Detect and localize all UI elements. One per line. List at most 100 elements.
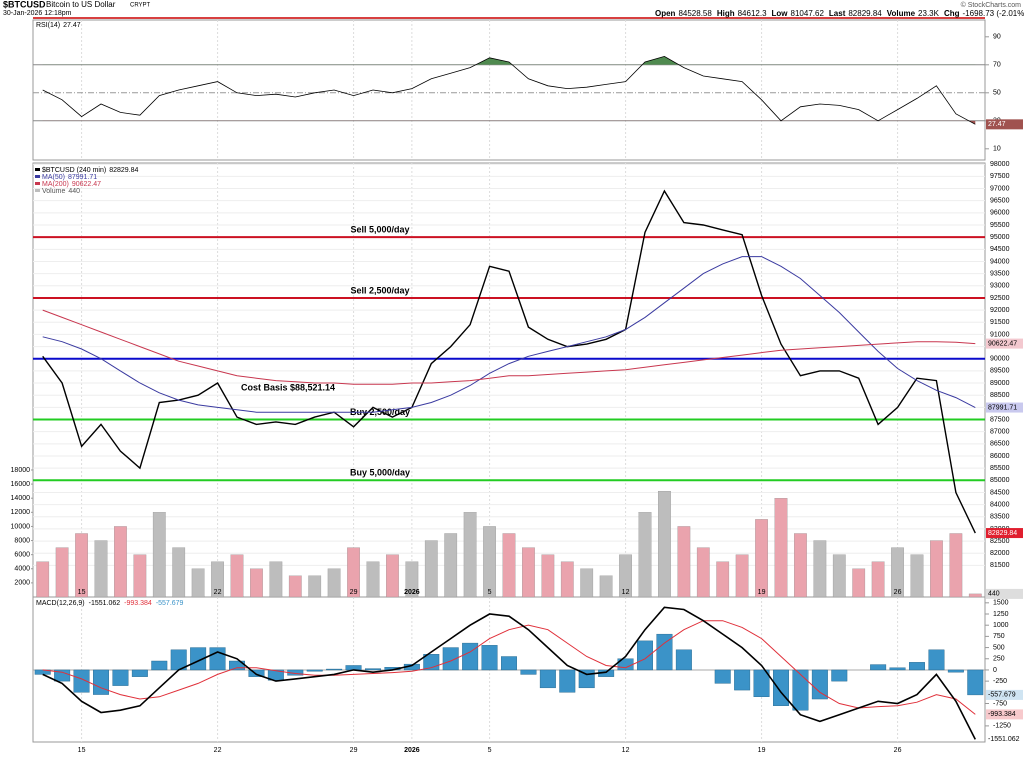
value-tag [986, 402, 1023, 413]
volume-bar [94, 540, 108, 598]
y-tick-label: 82500 [990, 538, 1010, 545]
y-tick-label: 10 [993, 146, 1001, 153]
histogram-bar [792, 669, 809, 711]
legend-entry: MA(50) 87991.71 [42, 174, 97, 181]
volume-bar [832, 554, 846, 598]
histogram-bar [870, 664, 887, 671]
histogram-bar [889, 667, 906, 671]
legend-value: 82829.84 [109, 167, 138, 174]
y-tick-label: -750 [993, 700, 1007, 707]
volume-bar [191, 568, 205, 598]
volume-bar [55, 547, 69, 598]
quote: Open 84528.58 High 84612.3 Low 81047.62 Last 82… [655, 9, 1024, 18]
histogram-bar [637, 640, 653, 671]
legend-swatch [35, 182, 40, 185]
level-label: Buy 5,000/day [350, 468, 410, 478]
x-tick-label: 19 [758, 589, 766, 596]
legend-name: Volume [42, 188, 65, 195]
histogram-bar [442, 647, 459, 671]
histogram-bar [462, 642, 479, 671]
ma-line [42, 309, 976, 385]
rsi-label: RSI(14) 27.47 [36, 22, 81, 29]
y-tick-label: 84500 [990, 489, 1010, 496]
volume-bar [386, 554, 399, 598]
volume-bar [133, 554, 147, 598]
quote-label: High [717, 9, 735, 18]
x-tick-label: 22 [214, 589, 222, 596]
histogram-bar [811, 669, 828, 700]
volume-bar [599, 575, 613, 598]
ma-line [42, 256, 976, 413]
y-tick-label: 1000 [993, 622, 1009, 629]
y-tick-label: 87500 [990, 416, 1010, 423]
histogram-bar [947, 669, 964, 673]
legend-swatch [35, 189, 40, 192]
level-label: Buy 2,500/day [350, 407, 410, 417]
y-tick-label: 93000 [990, 283, 1010, 290]
x-tick-label: 26 [894, 589, 902, 596]
x-tick-label: 22 [214, 747, 222, 754]
histogram-bar [539, 669, 556, 689]
histogram-bar [734, 669, 751, 691]
histogram-bar [928, 649, 945, 671]
y-tick-label: 88500 [990, 392, 1010, 399]
y-tick-label: 91500 [990, 319, 1010, 326]
value-tag-label: 440 [988, 591, 1000, 598]
value-tag [986, 709, 1023, 720]
histogram-bar [520, 669, 537, 675]
volume-bar [735, 554, 749, 598]
value-tag [986, 528, 1023, 539]
value-tag [986, 338, 1023, 349]
value-tag-label: 90622.47 [988, 340, 1017, 347]
quote-label: Last [829, 9, 846, 18]
value-tag [986, 734, 1023, 745]
legend-value: 90622.47 [72, 181, 101, 188]
value-tag [986, 588, 1023, 599]
y-tick-label: 250 [993, 656, 1005, 663]
volume-tick-label: 12000 [11, 509, 31, 516]
y-tick-label: 97000 [990, 185, 1010, 192]
x-tick-label: 5 [488, 747, 492, 754]
volume-bar [794, 533, 807, 598]
y-tick-label: 91000 [990, 331, 1010, 338]
volume-bar [619, 554, 632, 598]
volume-tick-label: 16000 [11, 481, 31, 488]
macd-value: -993.384 [124, 600, 152, 607]
y-tick-label: 0 [993, 667, 997, 674]
volume-bar [716, 561, 730, 598]
macd-line [42, 606, 977, 740]
y-tick-label: 89000 [990, 380, 1010, 387]
histogram-bar [151, 660, 168, 671]
histogram-bar [209, 647, 226, 671]
volume-bar [580, 568, 594, 598]
volume-bar [288, 575, 302, 598]
level-label: Sell 5,000/day [350, 225, 409, 235]
volume-bar [463, 512, 477, 598]
legend-name: MA(50) [42, 174, 65, 181]
value-tag-label: 82829.84 [988, 530, 1017, 537]
histogram-bar [190, 647, 207, 671]
legend-entry: Volume 440 [42, 188, 80, 195]
quote-value: -1698.73 (-2.01%) [963, 9, 1024, 18]
histogram-bar [831, 669, 848, 682]
volume-bar [852, 568, 866, 598]
volume-bar [638, 512, 652, 598]
histogram-bar [559, 669, 576, 693]
value-tag-label: -557.679 [988, 692, 1016, 699]
value-tag-label: -1551.062 [988, 736, 1020, 743]
date: 30-Jan-2026 12:18pm [3, 10, 72, 17]
volume-bar [949, 533, 963, 598]
y-tick-label: 97500 [990, 173, 1010, 180]
y-tick-label: 50 [993, 90, 1001, 97]
macd-title: MACD(12,26,9) [36, 600, 85, 607]
symbol-name: Bitcoin to US Dollar [46, 0, 116, 9]
x-tick-label: 2026 [404, 589, 420, 596]
rsi-title: RSI(14) [36, 22, 60, 29]
value-tag-label: -993.384 [988, 711, 1016, 718]
histogram-bar [306, 669, 323, 672]
y-tick-label: 95500 [990, 222, 1010, 229]
value-tag-label: 87991.71 [988, 404, 1017, 411]
volume-bar [308, 575, 322, 598]
histogram-bar [365, 668, 381, 671]
